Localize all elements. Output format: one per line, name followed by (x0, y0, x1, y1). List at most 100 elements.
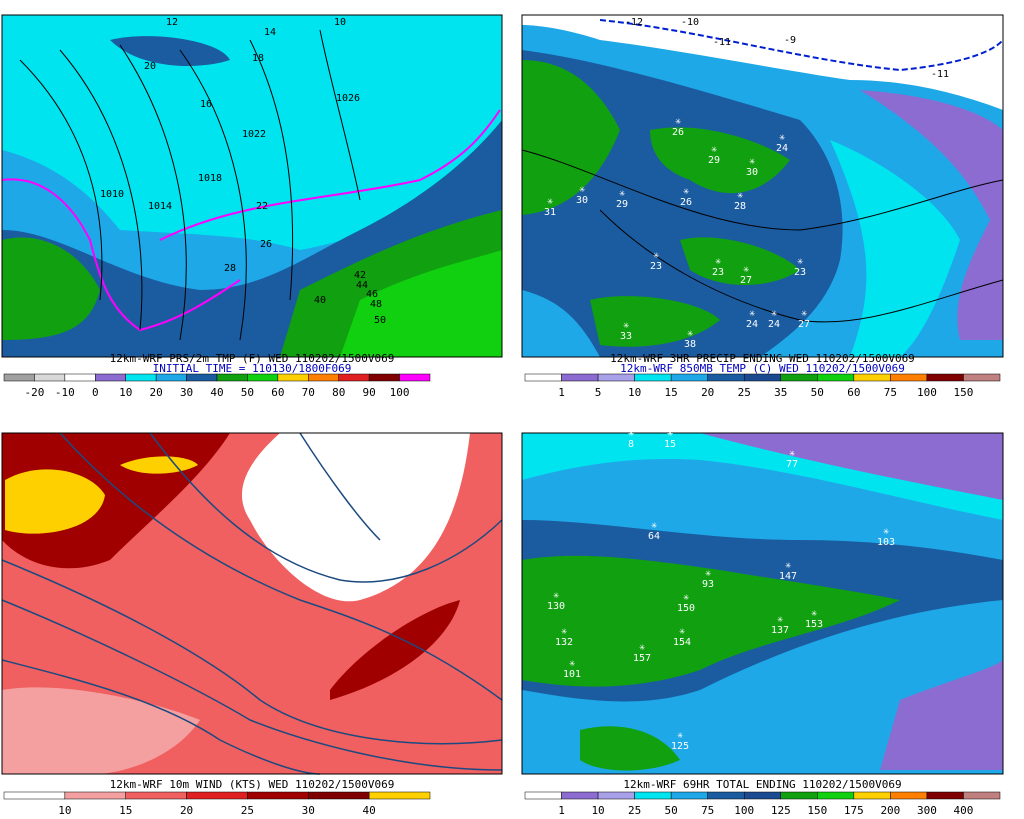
caption: INITIAL TIME = 110130/1800F069 (153, 362, 352, 375)
station-star: ✳ (623, 320, 629, 331)
station-value: 27 (740, 275, 752, 286)
caption: 12km-WRF 69HR TOTAL ENDING 110202/1500V0… (623, 778, 901, 791)
station-value: 26 (680, 197, 692, 208)
colorbar-label: 10 (58, 804, 71, 817)
contour-label: 42 (354, 270, 366, 281)
colorbar-label: 20 (180, 804, 193, 817)
colorbar-swatch (216, 373, 248, 382)
station-value: 27 (798, 319, 810, 330)
station-value: 147 (779, 571, 797, 582)
colorbar-label: 15 (119, 804, 132, 817)
colorbar-swatch (95, 373, 126, 382)
colorbar-label: 125 (771, 804, 791, 817)
colorbar-label: 40 (210, 386, 223, 399)
colorbar-label: -10 (55, 386, 75, 399)
station-value: 24 (746, 319, 758, 330)
colorbar-label: 10 (119, 386, 132, 399)
station-value: 23 (712, 267, 724, 278)
colorbar-swatch (817, 791, 855, 800)
contour-label: 14 (264, 27, 276, 38)
temperature-map (1, 15, 502, 357)
colorbar-label: 50 (241, 386, 254, 399)
colorbar-swatch (561, 373, 599, 382)
station-value: 29 (616, 199, 628, 210)
contour-label: 20 (144, 61, 156, 72)
station-star: ✳ (561, 626, 567, 637)
colorbar-label: 90 (363, 386, 376, 399)
station-star: ✳ (619, 188, 625, 199)
colorbar-label: 1 (558, 804, 565, 817)
station-value: 24 (776, 143, 788, 154)
contour-label: 26 (260, 239, 272, 250)
contour-label: 12 (166, 17, 178, 28)
station-star: ✳ (628, 428, 634, 439)
station-value: 26 (672, 127, 684, 138)
colorbar-swatch (524, 373, 562, 382)
station-value: 154 (673, 637, 691, 648)
station-star: ✳ (569, 658, 575, 669)
colorbar-swatch (890, 791, 928, 800)
total-precip-map (522, 433, 1003, 774)
station-value: 137 (771, 625, 789, 636)
contour-label: 1010 (100, 189, 124, 200)
station-value: 77 (786, 459, 798, 470)
station-star: ✳ (883, 526, 889, 537)
contour-label: 44 (356, 280, 368, 291)
station-star: ✳ (771, 308, 777, 319)
station-value: 23 (650, 261, 662, 272)
station-star: ✳ (811, 608, 817, 619)
station-value: 130 (547, 601, 565, 612)
contour-label: -10 (681, 17, 699, 28)
map-frame (521, 14, 1004, 358)
colorbar-swatch (3, 791, 66, 800)
colorbar-label: 15 (665, 386, 678, 399)
colorbar-swatch (890, 373, 928, 382)
station-star: ✳ (743, 264, 749, 275)
colorbar-swatch (64, 373, 96, 382)
colorbar-swatch (399, 373, 431, 382)
colorbar-swatch (853, 373, 891, 382)
colorbar-label: -20 (24, 386, 44, 399)
colorbar-label: 50 (811, 386, 824, 399)
caption: 12km-WRF 3HR PRECIP ENDING WED 110202/15… (610, 352, 915, 365)
colorbar-label: 200 (880, 804, 900, 817)
colorbar-label: 80 (332, 386, 345, 399)
colorbar-swatch (64, 791, 126, 800)
contour-label: 40 (314, 295, 326, 306)
station-value: 23 (794, 267, 806, 278)
station-value: 103 (877, 537, 895, 548)
colorbar-swatch (743, 373, 782, 382)
station-value: 15 (664, 439, 676, 450)
colorbar-label: 20 (150, 386, 163, 399)
colorbar-label: 25 (241, 804, 254, 817)
colorbar-swatch (597, 373, 635, 382)
colorbar-label: 100 (734, 804, 754, 817)
station-value: 8 (628, 439, 634, 450)
station-value: 125 (671, 741, 689, 752)
station-value: 31 (544, 207, 556, 218)
station-value: 64 (648, 531, 660, 542)
colorbar-label: 70 (302, 386, 315, 399)
contour-label: 16 (200, 99, 212, 110)
colorbar-label: 400 (954, 804, 974, 817)
precip-map (521, 15, 1004, 357)
contour-label: 22 (256, 201, 268, 212)
colorbar-label: 25 (628, 804, 641, 817)
colorbar-swatch (34, 373, 66, 382)
colorbar-swatch (155, 373, 187, 382)
colorbar-swatch (524, 791, 562, 800)
colorbar-swatch (561, 791, 599, 800)
station-star: ✳ (547, 196, 553, 207)
station-value: 153 (805, 619, 823, 630)
station-star: ✳ (683, 592, 689, 603)
colorbar-swatch (707, 373, 745, 382)
colorbar-label: 150 (954, 386, 974, 399)
colorbar-label: 50 (665, 804, 678, 817)
colorbar-swatch (277, 373, 309, 382)
caption: 12km-WRF 850MB TEMP (C) WED 110202/1500V… (620, 362, 905, 375)
colorbar-label: 20 (701, 386, 714, 399)
station-value: 33 (620, 331, 632, 342)
station-value: 101 (563, 669, 581, 680)
contour-label: 10 (334, 17, 346, 28)
